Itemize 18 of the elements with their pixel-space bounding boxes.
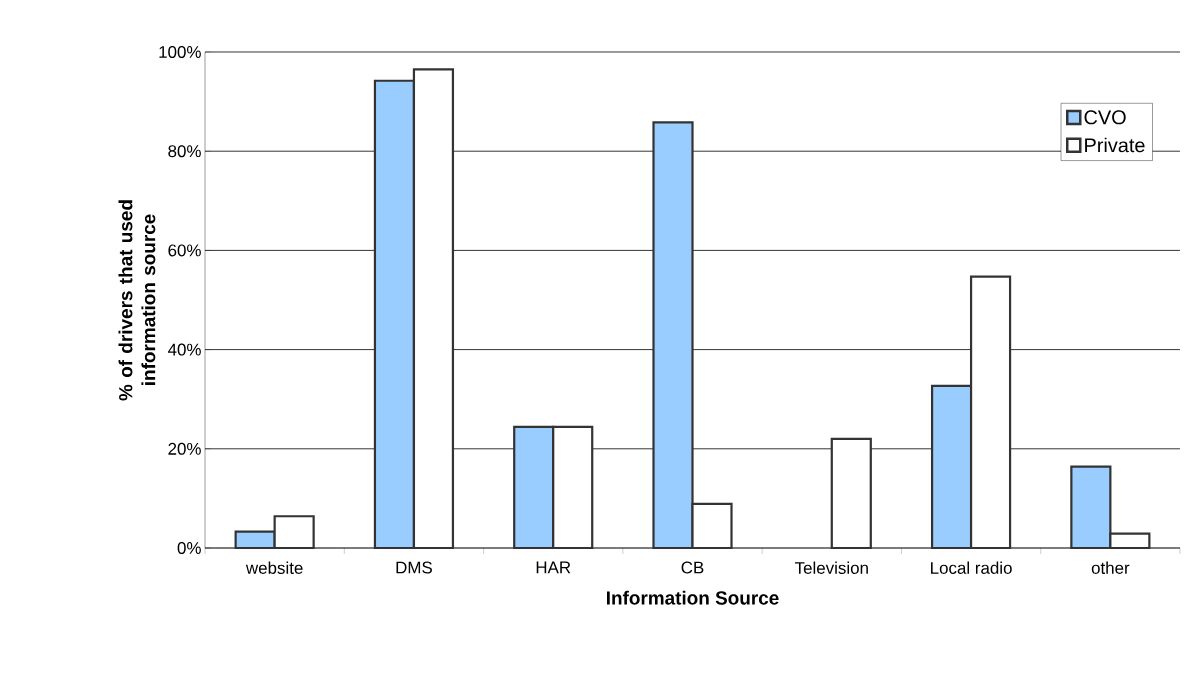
legend-label: CVO bbox=[1084, 110, 1126, 125]
y-tick-label: 40% bbox=[167, 343, 201, 356]
y-tick-label: 100% bbox=[159, 46, 201, 58]
x-tick-label: HAR bbox=[536, 561, 571, 574]
y-tick-label: 60% bbox=[168, 244, 201, 257]
x-tick-label: website bbox=[245, 561, 303, 574]
x-tick-label: Local radio bbox=[931, 561, 1012, 574]
y-tick-label: 0% bbox=[177, 542, 201, 554]
y-tick-label: 20% bbox=[168, 442, 201, 455]
y-axis-title: % of drivers that used information source bbox=[118, 200, 156, 401]
x-tick-label: Television bbox=[794, 561, 868, 574]
legend-label: Private bbox=[1085, 137, 1145, 153]
x-tick-label: other bbox=[1091, 561, 1130, 574]
x-tick-label: CB bbox=[681, 561, 704, 574]
x-axis-title: Information Source bbox=[607, 590, 779, 605]
y-tick-label: 80% bbox=[168, 145, 201, 158]
x-tick-label: DMS bbox=[396, 561, 432, 574]
bar bbox=[830, 437, 872, 550]
